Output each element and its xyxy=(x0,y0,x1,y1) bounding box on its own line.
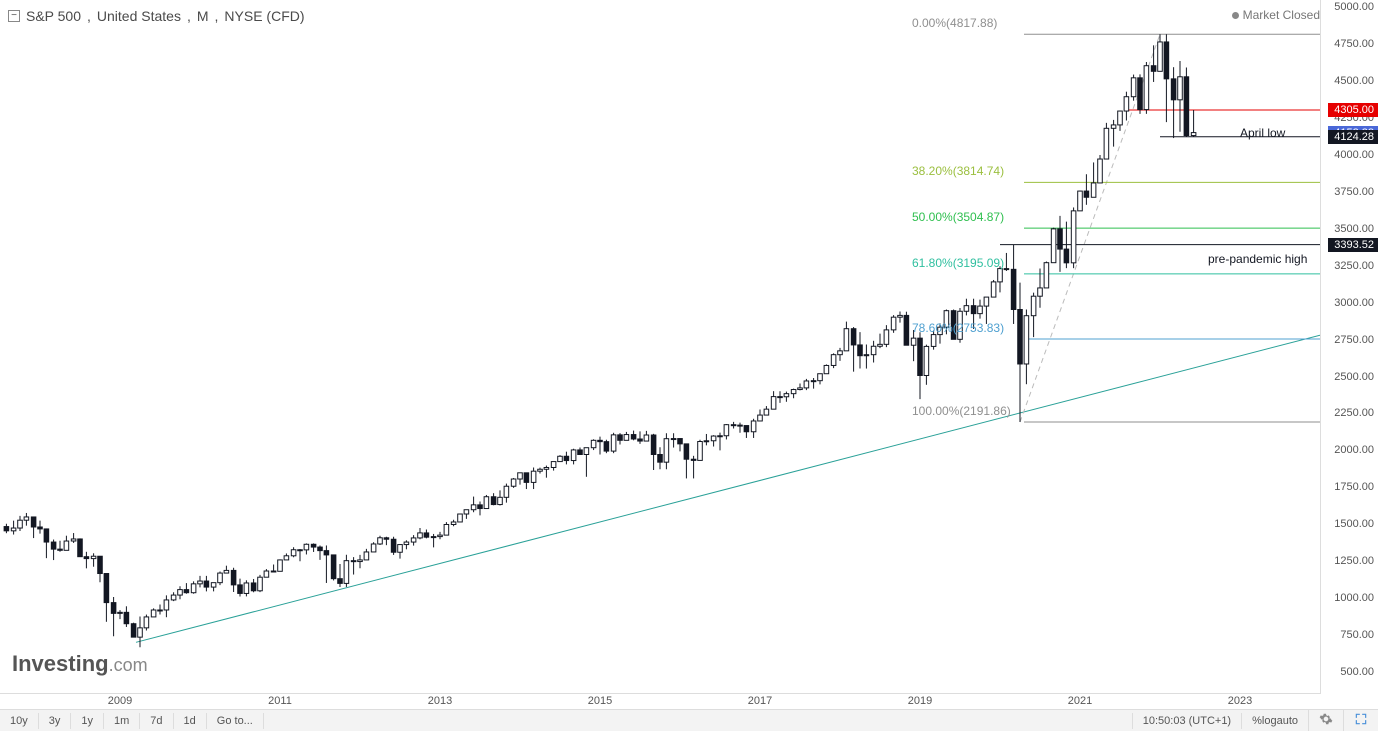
watermark-logo: Investing.com xyxy=(12,651,148,677)
x-tick-label: 2015 xyxy=(588,695,612,707)
chart-annotation: pre-pandemic high xyxy=(1208,252,1307,266)
expand-icon xyxy=(1354,712,1368,726)
plot-area[interactable]: 0.00%(4817.88) 38.20%(3814.74) 50.00%(3504… xyxy=(0,0,1320,694)
y-tick-label: 1500.00 xyxy=(1334,518,1374,530)
range-button-3y[interactable]: 3y xyxy=(39,713,72,729)
y-tick-label: 500.00 xyxy=(1340,666,1374,678)
y-tick-label: 5000.00 xyxy=(1334,1,1374,13)
scale-button-%[interactable]: % xyxy=(1252,715,1262,727)
chart-header: − S&P 500, United States, M, NYSE (CFD) xyxy=(8,8,305,24)
range-button-10y[interactable]: 10y xyxy=(0,713,39,729)
price-tag: 3393.52 xyxy=(1328,238,1378,252)
y-tick-label: 3000.00 xyxy=(1334,297,1374,309)
bottom-toolbar: 10y3y1y1m7d1d Go to... 10:50:03 (UTC+1) … xyxy=(0,709,1378,731)
y-tick-label: 1000.00 xyxy=(1334,592,1374,604)
y-tick-label: 2250.00 xyxy=(1334,407,1374,419)
y-tick-label: 3250.00 xyxy=(1334,260,1374,272)
interval-label: M xyxy=(197,8,209,24)
y-tick-label: 3500.00 xyxy=(1334,223,1374,235)
fib-label: 61.80%(3195.09) xyxy=(912,256,1004,270)
y-tick-label: 2000.00 xyxy=(1334,444,1374,456)
y-tick-label: 3750.00 xyxy=(1334,186,1374,198)
range-button-1d[interactable]: 1d xyxy=(174,713,207,729)
price-tag: 4124.28 xyxy=(1328,130,1378,144)
x-tick-label: 2017 xyxy=(748,695,772,707)
collapse-icon[interactable]: − xyxy=(8,10,20,22)
chart-container: − S&P 500, United States, M, NYSE (CFD) … xyxy=(0,0,1378,731)
y-tick-label: 2750.00 xyxy=(1334,334,1374,346)
y-tick-label: 4750.00 xyxy=(1334,38,1374,50)
range-button-1y[interactable]: 1y xyxy=(71,713,104,729)
fib-label: 78.60%(2753.83) xyxy=(912,321,1004,335)
goto-button[interactable]: Go to... xyxy=(207,713,264,729)
gear-icon xyxy=(1319,712,1333,726)
fullscreen-button[interactable] xyxy=(1343,710,1378,731)
y-axis[interactable]: 500.00 750.00 1000.00 1250.00 1500.00 1750.00… xyxy=(1320,0,1378,694)
candle-svg xyxy=(0,0,1320,694)
scale-button-auto[interactable]: auto xyxy=(1277,715,1298,727)
x-tick-label: 2011 xyxy=(268,695,292,707)
range-button-7d[interactable]: 7d xyxy=(140,713,173,729)
range-buttons: 10y3y1y1m7d1d xyxy=(0,713,207,729)
fib-label: 38.20%(3814.74) xyxy=(912,164,1004,178)
clock-label: 10:50:03 (UTC+1) xyxy=(1132,713,1241,729)
x-tick-label: 2021 xyxy=(1068,695,1092,707)
y-tick-label: 4000.00 xyxy=(1334,149,1374,161)
range-button-1m[interactable]: 1m xyxy=(104,713,140,729)
price-tag: 4305.00 xyxy=(1328,103,1378,117)
fib-label: 100.00%(2191.86) xyxy=(912,404,1011,418)
settings-button[interactable] xyxy=(1308,710,1343,731)
y-tick-label: 1750.00 xyxy=(1334,481,1374,493)
y-tick-label: 4500.00 xyxy=(1334,75,1374,87)
exchange-label: NYSE (CFD) xyxy=(224,8,304,24)
status-dot-icon xyxy=(1232,12,1239,19)
scale-button-log[interactable]: log xyxy=(1262,715,1277,727)
market-status: Market Closed xyxy=(1232,8,1320,22)
fib-label: 0.00%(4817.88) xyxy=(912,16,997,30)
fib-label: 50.00%(3504.87) xyxy=(912,210,1004,224)
y-tick-label: 1250.00 xyxy=(1334,555,1374,567)
x-tick-label: 2019 xyxy=(908,695,932,707)
chart-annotation: April low xyxy=(1240,126,1285,140)
x-tick-label: 2009 xyxy=(108,695,132,707)
x-tick-label: 2023 xyxy=(1228,695,1252,707)
market-status-text: Market Closed xyxy=(1243,8,1320,22)
x-tick-label: 2013 xyxy=(428,695,452,707)
scale-buttons: %logauto xyxy=(1241,713,1308,729)
y-tick-label: 2500.00 xyxy=(1334,371,1374,383)
symbol-label: S&P 500 xyxy=(26,8,81,24)
y-tick-label: 750.00 xyxy=(1340,629,1374,641)
country-label: United States xyxy=(97,8,181,24)
